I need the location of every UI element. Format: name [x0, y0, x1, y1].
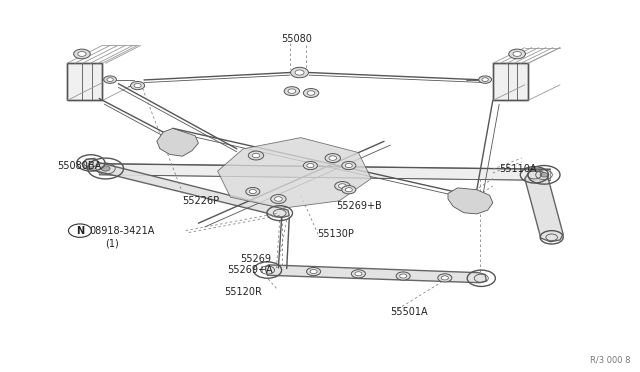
Circle shape: [342, 161, 356, 170]
Text: 08918-3421A: 08918-3421A: [90, 226, 155, 235]
Circle shape: [134, 83, 141, 87]
Circle shape: [74, 49, 90, 59]
Circle shape: [107, 78, 113, 81]
Circle shape: [303, 161, 317, 170]
Circle shape: [295, 70, 304, 75]
Circle shape: [101, 166, 110, 171]
Circle shape: [325, 154, 340, 163]
Circle shape: [335, 182, 350, 190]
Circle shape: [131, 81, 145, 90]
Circle shape: [104, 76, 116, 83]
Circle shape: [482, 78, 488, 81]
Circle shape: [442, 276, 448, 280]
Circle shape: [284, 87, 300, 96]
Circle shape: [78, 51, 86, 56]
Circle shape: [329, 156, 337, 160]
Text: 55080: 55080: [282, 34, 312, 44]
Circle shape: [291, 67, 308, 78]
Circle shape: [351, 270, 365, 278]
Text: 55501A: 55501A: [390, 308, 428, 317]
Circle shape: [396, 272, 410, 280]
Circle shape: [399, 274, 407, 278]
Circle shape: [540, 173, 548, 177]
Polygon shape: [493, 63, 528, 100]
Circle shape: [248, 151, 264, 160]
Polygon shape: [266, 265, 486, 283]
Circle shape: [252, 153, 260, 158]
Circle shape: [339, 184, 346, 188]
Polygon shape: [82, 158, 289, 218]
Circle shape: [246, 187, 260, 196]
Circle shape: [307, 267, 321, 276]
Circle shape: [355, 272, 362, 276]
Polygon shape: [157, 128, 198, 156]
Circle shape: [438, 274, 452, 282]
Circle shape: [307, 164, 314, 167]
Polygon shape: [99, 164, 550, 180]
Circle shape: [509, 49, 525, 59]
Text: 55120R: 55120R: [224, 287, 262, 297]
Polygon shape: [525, 171, 563, 242]
Circle shape: [342, 186, 356, 194]
Text: 55130P: 55130P: [317, 230, 354, 239]
Circle shape: [303, 89, 319, 97]
Text: 55080BA: 55080BA: [58, 161, 102, 170]
Polygon shape: [448, 188, 493, 214]
Circle shape: [288, 89, 296, 93]
Circle shape: [346, 187, 352, 192]
Text: 55269+A: 55269+A: [227, 265, 273, 275]
Text: N: N: [76, 226, 84, 235]
Circle shape: [479, 76, 492, 83]
Circle shape: [275, 197, 282, 201]
Text: R/3 000 8: R/3 000 8: [590, 356, 630, 365]
Circle shape: [310, 269, 317, 274]
Text: 55110A: 55110A: [499, 164, 537, 174]
Circle shape: [513, 51, 521, 56]
Circle shape: [307, 91, 315, 95]
Text: (1): (1): [106, 239, 119, 248]
Text: 55226P: 55226P: [182, 196, 220, 206]
Text: 55269+B: 55269+B: [336, 202, 381, 211]
Polygon shape: [218, 138, 371, 208]
Text: 55269: 55269: [240, 254, 271, 263]
Polygon shape: [67, 63, 102, 100]
Circle shape: [346, 164, 352, 167]
Circle shape: [250, 190, 256, 193]
Circle shape: [271, 195, 286, 203]
